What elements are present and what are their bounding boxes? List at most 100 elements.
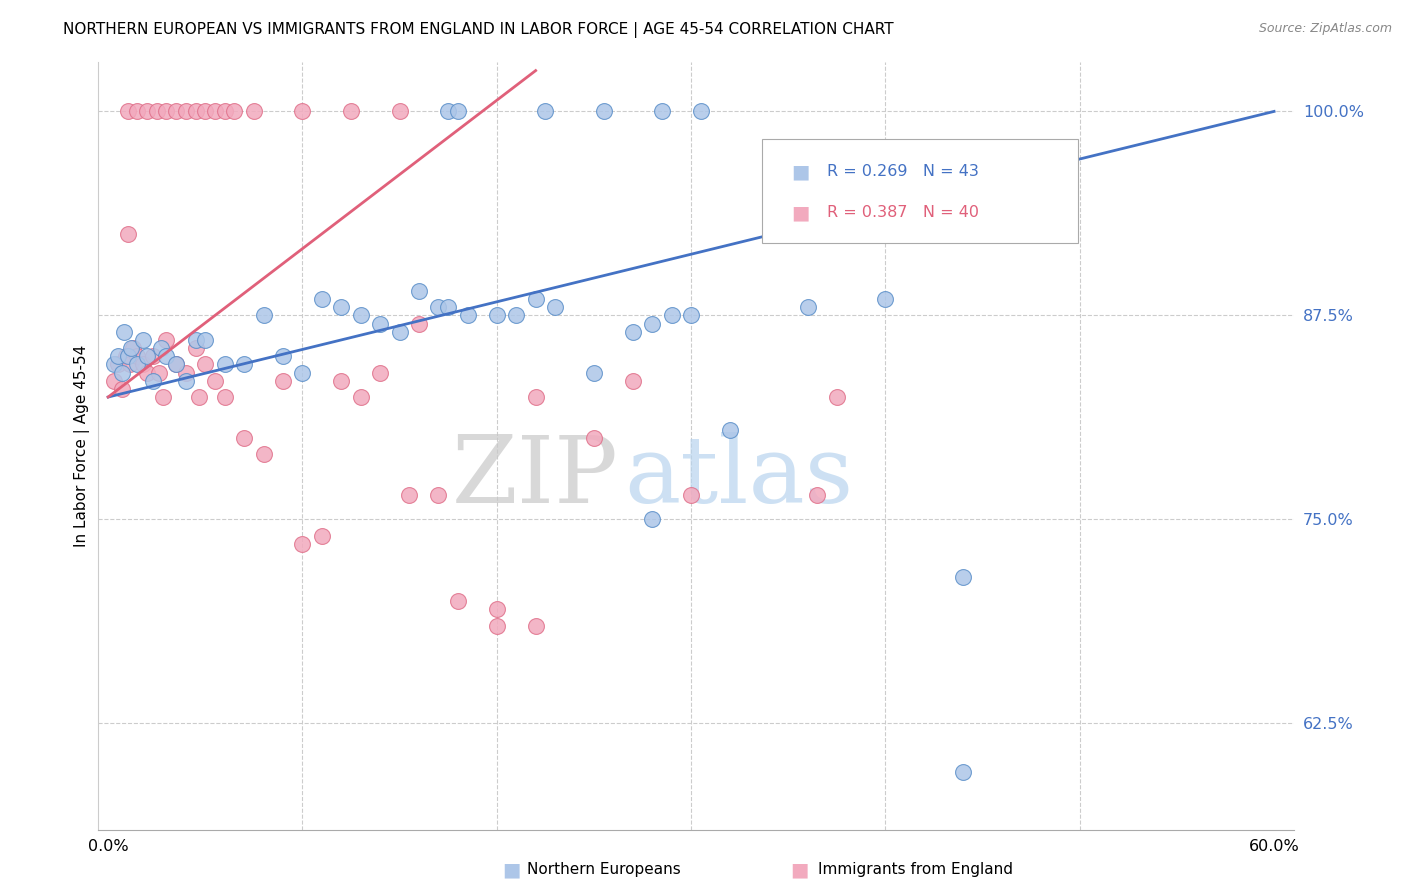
Point [224, 104, 246, 119]
Point [214, 104, 236, 119]
Text: ■: ■ [792, 203, 810, 222]
Point [120, 341, 142, 355]
Point [107, 349, 129, 363]
Point [291, 104, 314, 119]
Point [427, 300, 450, 314]
Y-axis label: In Labor Force | Age 45-54: In Labor Force | Age 45-54 [75, 345, 90, 547]
Point [437, 104, 460, 119]
Point [388, 104, 411, 119]
Point [142, 374, 165, 388]
Point [350, 309, 373, 323]
Point [184, 104, 207, 119]
Point [291, 366, 314, 380]
Point [641, 512, 664, 526]
Point [806, 488, 828, 502]
Point [388, 325, 411, 339]
Point [194, 333, 217, 347]
Point [184, 341, 207, 355]
Point [291, 537, 314, 551]
Point [165, 104, 187, 119]
Point [505, 309, 527, 323]
Point [149, 341, 172, 355]
Point [681, 488, 703, 502]
Point [188, 390, 211, 404]
Point [311, 529, 333, 543]
Point [330, 374, 353, 388]
Point [174, 104, 197, 119]
Point [252, 447, 274, 461]
Point [651, 104, 673, 119]
Point [132, 358, 155, 372]
Point [582, 366, 605, 380]
Point [136, 366, 159, 380]
Point [427, 488, 450, 502]
Point [132, 333, 155, 347]
Point [875, 292, 897, 306]
Point [447, 104, 470, 119]
Point [524, 292, 547, 306]
Text: ■: ■ [792, 162, 810, 181]
Point [681, 309, 703, 323]
Point [485, 309, 508, 323]
Point [103, 358, 125, 372]
Point [194, 358, 217, 372]
Point [524, 390, 547, 404]
Point [136, 104, 159, 119]
Point [118, 358, 141, 372]
Point [524, 618, 547, 632]
Point [350, 390, 373, 404]
Point [127, 104, 149, 119]
Point [204, 104, 226, 119]
Point [111, 382, 134, 396]
Point [592, 104, 614, 119]
Point [155, 349, 177, 363]
Point [136, 349, 159, 363]
Point [204, 374, 226, 388]
Text: ZIP: ZIP [451, 432, 619, 522]
Text: Northern Europeans: Northern Europeans [527, 863, 681, 877]
Point [145, 104, 167, 119]
Point [103, 374, 125, 388]
Point [194, 104, 217, 119]
Point [117, 227, 139, 241]
Text: Immigrants from England: Immigrants from England [818, 863, 1014, 877]
Point [114, 349, 136, 363]
Point [485, 602, 508, 616]
Point [661, 309, 683, 323]
Point [233, 431, 256, 445]
Point [408, 284, 430, 298]
Point [447, 594, 470, 608]
Point [155, 104, 177, 119]
Point [111, 366, 134, 380]
Point [214, 358, 236, 372]
Point [582, 431, 605, 445]
Point [796, 300, 818, 314]
Point [457, 309, 479, 323]
Point [534, 104, 557, 119]
Point [127, 838, 149, 853]
Point [233, 358, 256, 372]
Point [127, 358, 149, 372]
Point [398, 488, 420, 502]
Point [408, 317, 430, 331]
Text: NORTHERN EUROPEAN VS IMMIGRANTS FROM ENGLAND IN LABOR FORCE | AGE 45-54 CORRELAT: NORTHERN EUROPEAN VS IMMIGRANTS FROM ENG… [63, 22, 894, 38]
Point [311, 292, 333, 306]
Point [152, 390, 174, 404]
Point [485, 618, 508, 632]
Point [641, 317, 664, 331]
Point [271, 374, 294, 388]
Point [142, 349, 165, 363]
Point [112, 325, 135, 339]
Point [718, 423, 741, 437]
Point [117, 349, 139, 363]
Point [117, 104, 139, 119]
Text: R = 0.269   N = 43: R = 0.269 N = 43 [827, 164, 980, 179]
Point [165, 358, 187, 372]
FancyBboxPatch shape [762, 139, 1078, 243]
Point [544, 300, 567, 314]
Point [122, 341, 145, 355]
Point [368, 366, 391, 380]
Point [621, 374, 644, 388]
Point [621, 325, 644, 339]
Text: ■: ■ [502, 860, 520, 880]
